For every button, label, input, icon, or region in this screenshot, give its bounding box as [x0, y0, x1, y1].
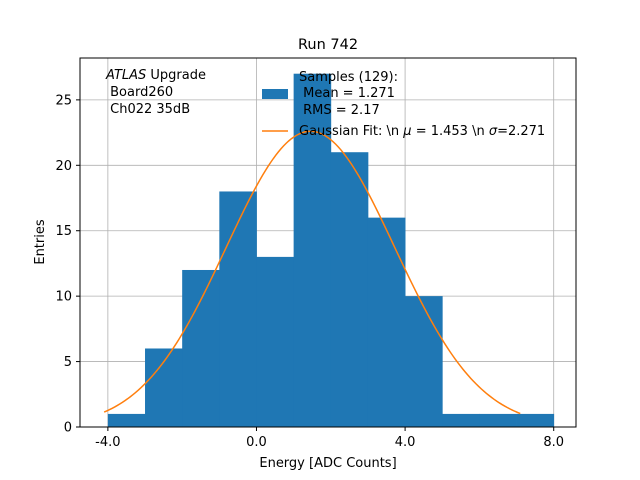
- histogram-bar-4: [256, 256, 295, 427]
- x-tick-label-3: 8.0: [543, 435, 564, 450]
- gaussian-fit-curve: [103, 130, 521, 415]
- legend: Samples (129): Mean = 1.271 RMS = 2.17 G…: [262, 70, 545, 139]
- y-tick-label-2: 10: [55, 290, 72, 305]
- x-axis-ticks: -4.0 0.0 4.0 8.0: [95, 427, 564, 450]
- legend-fit-prefix: Gaussian Fit: \n: [299, 124, 403, 139]
- y-tick-label-3: 15: [55, 224, 72, 239]
- legend-samples-label: Samples (129):: [299, 70, 398, 85]
- histogram-bar-11: [516, 413, 555, 427]
- legend-fit-suffix: =2.271: [497, 124, 545, 139]
- y-tick-label-1: 5: [64, 355, 72, 370]
- legend-fit-mu-symbol: μ: [402, 124, 411, 139]
- histogram-bar-1: [145, 348, 183, 427]
- channel-label: Ch022 35dB: [106, 102, 190, 117]
- histogram-bars: [107, 73, 555, 428]
- chart-title: Run 742: [298, 37, 358, 53]
- legend-histogram-swatch: [262, 89, 288, 99]
- histogram-bar-0: [107, 413, 146, 427]
- legend-mean-label: Mean = 1.271: [299, 86, 395, 101]
- histogram-bar-5: [293, 73, 332, 428]
- atlas-label: ATLAS Upgrade: [105, 68, 206, 83]
- histogram-bar-2: [182, 269, 220, 427]
- y-tick-label-0: 0: [64, 421, 72, 436]
- x-tick-label-2: 4.0: [395, 435, 416, 450]
- legend-fit-label: Gaussian Fit: \n μ = 1.453 \n σ=2.271: [299, 124, 545, 139]
- legend-rms-label: RMS = 2.17: [299, 103, 380, 118]
- y-axis-ticks: 0 5 10 15 20 25: [55, 93, 80, 436]
- atlas-word: ATLAS: [105, 68, 146, 83]
- x-tick-label-1: 0.0: [246, 435, 267, 450]
- x-axis-label: Energy [ADC Counts]: [259, 456, 396, 471]
- y-tick-label-4: 20: [55, 159, 72, 174]
- y-tick-label-5: 25: [55, 93, 72, 108]
- y-axis-label: Entries: [33, 219, 48, 265]
- atlas-annotation: ATLAS Upgrade Board260 Ch022 35dB: [105, 68, 206, 117]
- legend-fit-sigma-symbol: σ: [489, 124, 498, 139]
- histogram-bar-9: [442, 413, 480, 427]
- legend-fit-mid: = 1.453 \n: [412, 124, 489, 139]
- plot-frame: [79, 57, 577, 428]
- histogram-bar-10: [479, 413, 517, 427]
- atlas-suffix: Upgrade: [146, 68, 206, 83]
- histogram-bar-8: [405, 296, 443, 427]
- x-tick-label-0: -4.0: [95, 435, 120, 450]
- histogram-bar-3: [219, 191, 257, 427]
- histogram-bar-7: [367, 217, 406, 427]
- histogram-bar-6: [330, 152, 369, 427]
- board-label: Board260: [106, 85, 173, 100]
